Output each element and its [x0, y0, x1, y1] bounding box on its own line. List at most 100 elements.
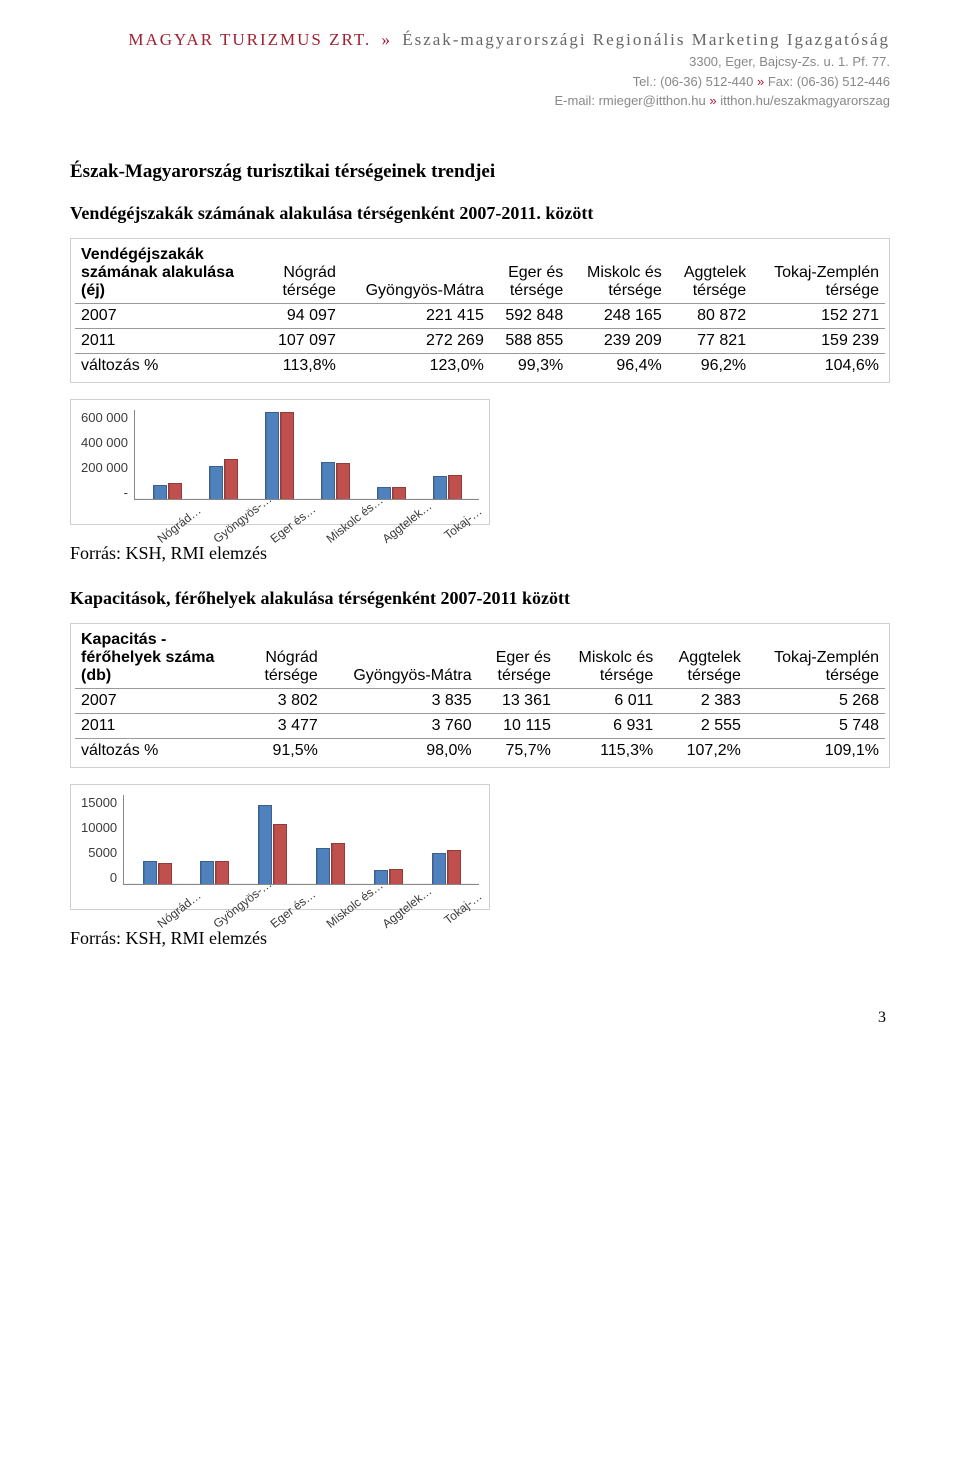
y-tick-label: 10000 [81, 820, 117, 835]
org-subtitle: Észak-magyarországi Regionális Marketing… [402, 30, 890, 49]
email-line: E-mail: rmieger@itthon.hu » itthon.hu/es… [70, 91, 890, 111]
bar-series-2011 [158, 863, 172, 883]
data-cell: 94 097 [262, 303, 341, 328]
x-tick-label: Eger és… [267, 889, 315, 931]
chart1-y-axis: 600 000 400 000 200 000 - [81, 410, 134, 500]
data-cell: 104,6% [752, 353, 885, 378]
page-title: Észak-Magyarország turisztikai térségein… [70, 161, 890, 183]
y-tick-label: - [81, 485, 128, 500]
data-cell: 13 361 [478, 688, 557, 713]
data-cell: 75,7% [478, 738, 557, 763]
bar-series-2011 [392, 487, 406, 498]
bar-series-2007 [316, 848, 330, 883]
y-tick-label: 400 000 [81, 435, 128, 450]
data-cell: 588 855 [490, 328, 569, 353]
data-cell: 80 872 [668, 303, 752, 328]
x-tick-label: Tokaj-… [436, 504, 484, 546]
y-tick-label: 15000 [81, 795, 117, 810]
data-cell: 113,8% [262, 353, 341, 378]
table-capacity: Kapacitás -férőhelyek száma(db)Nógrádtér… [70, 623, 890, 768]
table-corner-header: Kapacitás -férőhelyek száma(db) [75, 628, 247, 689]
data-cell: 6 931 [557, 713, 659, 738]
bar-series-2011 [336, 463, 350, 498]
row-label: változás % [75, 353, 262, 378]
data-cell: 5 748 [747, 713, 885, 738]
x-tick-label: Nógrád… [155, 889, 203, 931]
x-tick-label: Gyöngyös-… [211, 504, 259, 546]
x-tick-label: Aggtelek… [380, 504, 428, 546]
data-cell: 2 383 [659, 688, 747, 713]
data-cell: 6 011 [557, 688, 659, 713]
data-cell: 107 097 [262, 328, 341, 353]
source-note-2: Forrás: KSH, RMI elemzés [70, 928, 890, 949]
chart-guest-nights: 600 000400 000200 000- Nógrád…Gyöngyös-…… [70, 399, 490, 525]
column-header: Eger éstérsége [478, 628, 557, 689]
phone-line: Tel.: (06-36) 512-440 » Fax: (06-36) 512… [70, 72, 890, 92]
column-header: Miskolc éstérsége [569, 243, 668, 304]
column-header: Tokaj-Zempléntérsége [747, 628, 885, 689]
chevron-icon: » [757, 74, 764, 89]
chart-capacity: 150001000050000 Nógrád…Gyöngyös-…Eger és… [70, 784, 490, 910]
column-header: Gyöngyös-Mátra [342, 243, 490, 304]
data-cell: 5 268 [747, 688, 885, 713]
column-header: Tokaj-Zempléntérsége [752, 243, 885, 304]
bar-group [432, 850, 461, 884]
chart2-x-axis: Nógrád…Gyöngyös-…Eger és…Miskolc és…Aggt… [141, 889, 479, 903]
source-note-1: Forrás: KSH, RMI elemzés [70, 543, 890, 564]
table-guest-nights: Vendégéjszakákszámának alakulása(éj)Nógr… [70, 238, 890, 383]
brand-name: MAGYAR TURIZMUS ZRT. [128, 30, 371, 49]
data-cell: 99,3% [490, 353, 569, 378]
chart2-plot [123, 795, 479, 885]
row-label: 2007 [75, 688, 247, 713]
column-header: Miskolc éstérsége [557, 628, 659, 689]
section-subtitle-2: Kapacitások, férőhelyek alakulása térség… [70, 588, 890, 609]
chart2-y-axis: 150001000050000 [81, 795, 123, 885]
data-cell: 77 821 [668, 328, 752, 353]
column-header: Eger éstérsége [490, 243, 569, 304]
data-cell: 2 555 [659, 713, 747, 738]
address-line: 3300, Eger, Bajcsy-Zs. u. 1. Pf. 77. [70, 52, 890, 72]
data-cell: 239 209 [569, 328, 668, 353]
data-cell: 109,1% [747, 738, 885, 763]
bar-group [209, 459, 238, 499]
x-tick-label: Aggtelek… [380, 889, 428, 931]
section-subtitle-1: Vendégéjszakák számának alakulása térség… [70, 203, 890, 224]
row-label: változás % [75, 738, 247, 763]
bar-group [200, 861, 229, 883]
bar-series-2011 [280, 412, 294, 498]
data-cell: 96,4% [569, 353, 668, 378]
row-label: 2011 [75, 713, 247, 738]
data-cell: 272 269 [342, 328, 490, 353]
y-tick-label: 200 000 [81, 460, 128, 475]
bar-series-2007 [200, 861, 214, 883]
table-corner-header: Vendégéjszakákszámának alakulása(éj) [75, 243, 262, 304]
column-header: Gyöngyös-Mátra [324, 628, 478, 689]
data-cell: 10 115 [478, 713, 557, 738]
data-cell: 248 165 [569, 303, 668, 328]
bar-series-2011 [168, 483, 182, 499]
data-cell: 3 477 [247, 713, 324, 738]
column-header: Nógrádtérsége [247, 628, 324, 689]
data-cell: 96,2% [668, 353, 752, 378]
chart1-plot [134, 410, 479, 500]
data-cell: 592 848 [490, 303, 569, 328]
y-tick-label: 600 000 [81, 410, 128, 425]
bar-group [143, 861, 172, 883]
bar-series-2011 [447, 850, 461, 884]
data-cell: 98,0% [324, 738, 478, 763]
x-tick-label: Tokaj-… [436, 889, 484, 931]
bar-series-2011 [389, 869, 403, 884]
data-cell: 221 415 [342, 303, 490, 328]
bar-group [153, 483, 182, 499]
data-cell: 115,3% [557, 738, 659, 763]
bar-series-2007 [143, 861, 157, 883]
data-cell: 91,5% [247, 738, 324, 763]
data-cell: 107,2% [659, 738, 747, 763]
contact-block: 3300, Eger, Bajcsy-Zs. u. 1. Pf. 77. Tel… [70, 52, 890, 111]
bar-group [258, 805, 287, 883]
letterhead: MAGYAR TURIZMUS ZRT. » Észak-magyarorszá… [70, 30, 890, 111]
column-header: Nógrádtérsége [262, 243, 341, 304]
bar-series-2011 [448, 475, 462, 498]
bar-group [265, 412, 294, 499]
column-header: Aggtelektérsége [659, 628, 747, 689]
